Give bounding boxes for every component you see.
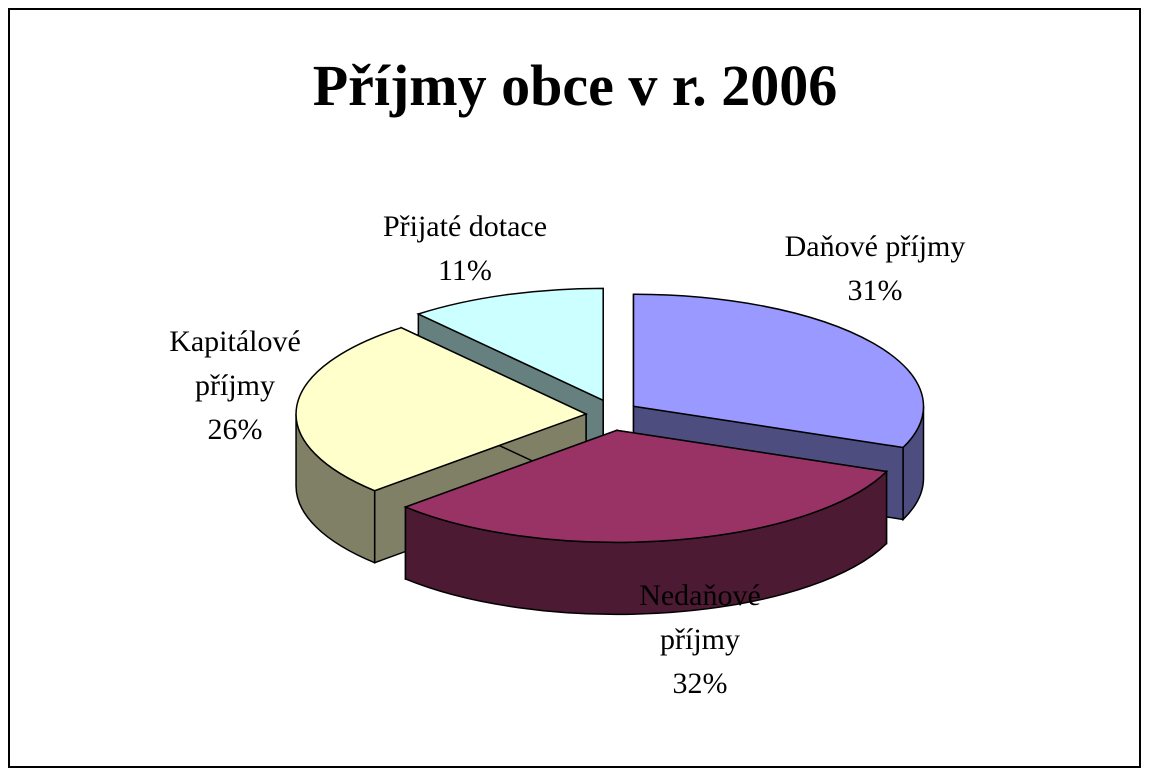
- slice-top: [403, 429, 889, 544]
- slice-top: [632, 293, 925, 449]
- category-label: Nedaňové příjmy: [639, 579, 761, 656]
- slice-top: [295, 326, 589, 492]
- category-label: Přijaté dotace: [382, 210, 548, 243]
- slice-label: Přijaté dotace 11%: [345, 205, 585, 293]
- slice-label: Daňové příjmy 31%: [745, 225, 1005, 313]
- slice: [403, 429, 889, 616]
- value-label: 31%: [847, 274, 903, 307]
- value-label: 26%: [207, 413, 263, 446]
- slice-top: [416, 287, 604, 402]
- slice-label: Nedaňové příjmy 32%: [620, 574, 780, 706]
- value-label: 32%: [672, 667, 728, 700]
- slice-label: Kapitálové příjmy 26%: [145, 320, 325, 452]
- value-label: 11%: [438, 254, 492, 287]
- category-label: Kapitálové příjmy: [169, 325, 301, 402]
- chart-title: Příjmy obce v r. 2006: [312, 53, 838, 118]
- category-label: Daňové příjmy: [784, 230, 966, 263]
